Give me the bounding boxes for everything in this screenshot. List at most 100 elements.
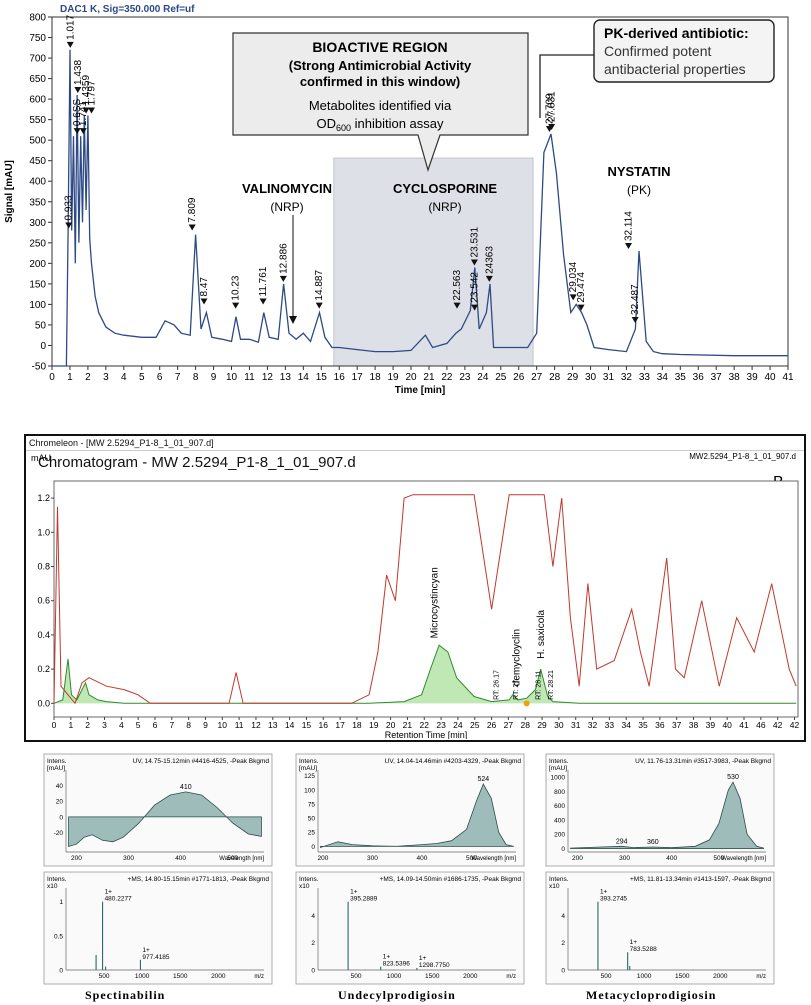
peak-annotation: RT: 28.11 [536,670,543,699]
peak-annotation: RT: 26.17 [494,670,501,700]
x-tick-label: 4 [121,372,127,383]
compound-cyclosporine: CYCLOSPORINE [393,181,497,196]
peak-marker [569,294,577,301]
x-tick-label: 19 [388,372,400,383]
y-tick-label: 400 [554,817,565,824]
x-tick-label: 30 [554,720,564,730]
x-tick-label: 13 [280,372,292,383]
x-tick-label: 34 [621,720,631,730]
ms-charge-label: 1+ [600,889,608,896]
x-tick-label: 400 [417,855,428,862]
panel-b-file-tag: MW2.5294_P1-8_1_01_907.d [689,452,796,461]
x-tick-label: 200 [572,855,583,862]
uv-spectrum-panel: UV, 14.04-14.46min #4203-4329, -Peak Bkg… [295,753,525,867]
pk-callout: PK-derived antibiotic: Confirmed potent … [539,19,775,118]
peak-label: 410 [180,784,192,791]
intens-label: Intens. [299,876,319,883]
uv-spectrum-area [68,791,262,848]
x-tick-label: 1500 [425,973,440,980]
peak-label: 360 [647,839,659,846]
peak-label: 23.542 [470,272,481,303]
x-axis-label: Retention Time [min] [385,730,468,739]
x-tick-label: 41 [782,372,794,383]
spectrum-frame [295,871,525,985]
y-tick-label: 2 [311,940,315,947]
peak-marker [631,316,639,323]
x-tick-label: 300 [619,855,630,862]
peak-label: 12.886 [278,243,289,274]
spectrum-header: UV, 11.76-13.31min #3517-3983, -Peak Bkg… [635,758,771,765]
x-tick-label: 33 [605,720,615,730]
x-tick-label: 1 [67,372,73,383]
y-tick-label: 500 [29,136,46,147]
peak-label: 1.017 [65,14,76,39]
peak-label: 23.531 [469,226,480,257]
bioactive-title-3: confirmed in this window) [300,74,460,89]
x-axis-label: Time [min] [395,385,445,396]
x-tick-label: 4 [119,720,124,730]
intens-label: Intens. [549,876,569,883]
x-tick-label: 8 [193,372,199,383]
x-tick-label: 17 [335,720,345,730]
x-tick-label: 500 [601,973,612,980]
x-tick-label: 24 [477,372,489,383]
peak-marker [485,275,493,282]
x-tick-label: 200 [318,855,329,862]
y-tick-label: 550 [29,115,46,126]
x-tick-label: 33 [639,372,651,383]
spectrum-header: UV, 14.04-14.46min #4203-4329, -Peak Bkg… [385,758,522,765]
x-tick-label: 16 [334,372,346,383]
y-tick-label: 0 [40,341,46,352]
x-tick-label: 27 [504,720,514,730]
x-tick-label: 40 [764,372,776,383]
x-tick-label: 25 [470,720,480,730]
x-tick-label: 10 [218,720,228,730]
x-tick-label: 500 [227,855,238,862]
x-tick-label: 10 [226,372,238,383]
y-tick-label: -50 [32,362,47,373]
panel-b-titlebar: Chromeleon - [MW 2.5294_P1-8_1_01_907.d] [26,436,804,451]
peak-label: 1.797 [86,80,97,105]
y-tick-label: 750 [29,33,46,44]
x-tick-label: 500 [713,855,724,862]
bioactive-callout: BIOACTIVE REGION (Strong Antimicrobial A… [232,32,529,173]
x-tick-label: 22 [420,720,430,730]
x-tick-label: 18 [370,372,382,383]
peak-annotation: RT: 27 [513,680,520,700]
x-tick-label: 31 [603,372,615,383]
y-tick-label: 25 [308,830,316,837]
y-tick-label: 0 [59,814,63,821]
x-tick-label: 3 [103,372,109,383]
x-tick-label: 2 [85,720,90,730]
x-tick-label: 39 [706,720,716,730]
x-tick-label: 35 [675,372,687,383]
x-tick-label: 29 [567,372,579,383]
x-tick-label: 35 [638,720,648,730]
x-tick-label: 8 [186,720,191,730]
x-tick-label: 21 [403,720,413,730]
ms-peak-label: 823.5396 [383,961,410,968]
y-tick-label: 600 [554,803,565,810]
x-tick-label: 300 [123,855,134,862]
x-tick-label: 9 [203,720,208,730]
x-tick-label: 37 [672,720,682,730]
y-tick-label: 0.6 [37,596,50,606]
x-tick-label: 11 [235,720,244,730]
x-axis-label: Wavelength [nm] [721,856,766,862]
y-tick-label: 450 [29,156,46,167]
x-tick-label: 3 [102,720,107,730]
x-tick-label: 6 [153,720,158,730]
peak-label: 1.4359 [81,75,92,106]
y-tick-label: 1.0 [37,527,50,537]
unit-label: [mAU] [299,765,317,772]
spectrum-frame [545,871,775,985]
y-tick-label: 0 [311,968,315,975]
compound-cyclosporine-type: (NRP) [428,200,461,214]
x-tick-label: 2000 [713,973,728,980]
x-tick-label: 0 [52,720,57,730]
ms-charge-label: 1+ [630,939,638,946]
x-tick-label: 25 [495,372,507,383]
chromatogram-trace [52,49,788,367]
x-tick-label: 2000 [463,973,478,980]
peak-label: 8.47 [199,277,210,297]
